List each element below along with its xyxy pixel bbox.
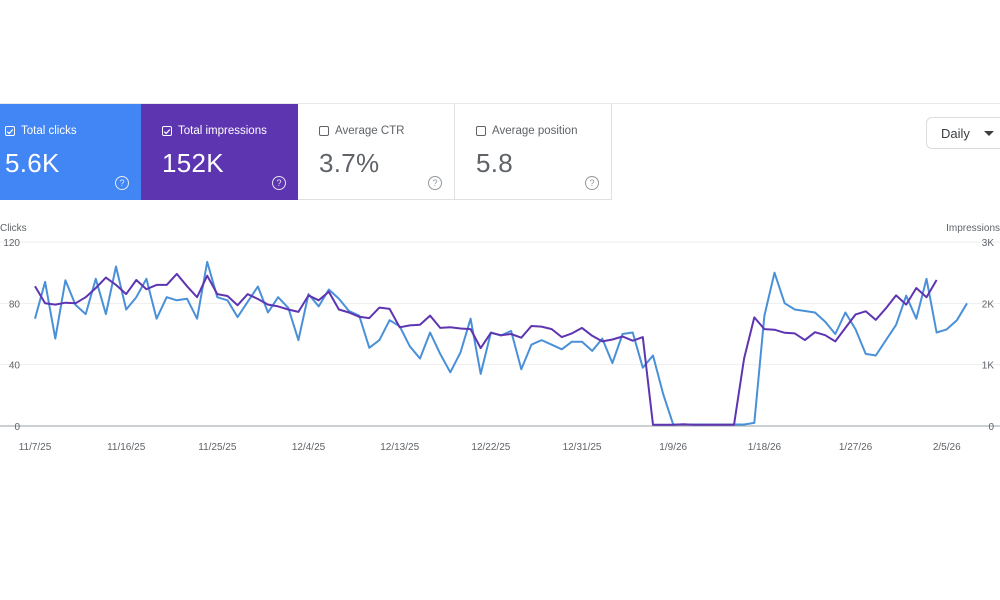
y-left-tick-label: 120 <box>3 238 20 249</box>
performance-chart: Clicks Impressions 0 40 80 120 0 1K 2K 3K 11/7… <box>0 223 1000 453</box>
metric-value: 5.6K <box>5 148 60 178</box>
metric-card-average-position[interactable]: Average position 5.8 ? <box>455 104 612 200</box>
metric-card-average-ctr[interactable]: Average CTR 3.7% ? <box>298 104 455 200</box>
y-axis-right-title: Impressions <box>946 223 1000 234</box>
dropdown-caret-icon <box>983 130 994 136</box>
metric-label: Average position <box>492 125 578 137</box>
series-line-total-clicks <box>34 260 968 426</box>
help-circle-icon[interactable]: ? <box>585 176 599 190</box>
x-tick-label: 2/5/26 <box>933 442 961 453</box>
x-axis-ticks: 11/7/25 11/16/25 11/25/25 12/4/25 12/13/25 12… <box>19 442 961 453</box>
y-left-tick-label: 80 <box>9 299 21 310</box>
help-circle-icon[interactable]: ? <box>272 176 286 190</box>
metric-card-header: Total impressions <box>162 125 267 137</box>
x-tick-label: 12/22/25 <box>471 442 510 453</box>
y-right-tick-label: 2K <box>982 299 995 310</box>
checkbox-unchecked-icon[interactable] <box>476 126 486 136</box>
y-axis-left-ticks: 0 40 80 120 <box>3 238 20 433</box>
metric-card-header: Total clicks <box>5 125 77 137</box>
x-tick-label: 1/9/26 <box>659 442 687 453</box>
x-tick-label: 12/13/25 <box>380 442 419 453</box>
metric-label: Average CTR <box>335 125 405 137</box>
metric-value: 152K <box>162 148 224 178</box>
y-axis-left-title: Clicks <box>0 223 27 234</box>
granularity-dropdown[interactable]: Daily <box>926 117 1000 149</box>
x-tick-label: 1/18/26 <box>748 442 782 453</box>
granularity-label: Daily <box>941 125 970 141</box>
y-right-tick-label: 1K <box>982 361 995 372</box>
series-line-total-impressions <box>34 272 938 426</box>
y-left-tick-label: 40 <box>9 361 21 372</box>
metric-card-header: Average CTR <box>319 125 404 137</box>
x-tick-label: 11/25/25 <box>198 442 237 453</box>
checkbox-checked-icon[interactable] <box>162 126 172 136</box>
x-tick-label: 11/16/25 <box>107 442 146 453</box>
metric-cards: Total clicks 5.6K ? Total impressions 15… <box>0 104 612 200</box>
checkbox-checked-icon[interactable] <box>5 126 15 136</box>
metric-value: 5.8 <box>476 148 514 178</box>
checkbox-unchecked-icon[interactable] <box>319 126 329 136</box>
help-circle-icon[interactable]: ? <box>115 176 129 190</box>
x-tick-label: 11/7/25 <box>19 442 52 453</box>
help-circle-icon[interactable]: ? <box>428 176 442 190</box>
x-tick-label: 12/31/25 <box>563 442 602 453</box>
y-right-tick-label: 0 <box>988 422 994 433</box>
metric-card-total-impressions[interactable]: Total impressions 152K ? <box>141 104 298 200</box>
metric-card-header: Average position <box>476 125 577 137</box>
y-axis-right-ticks: 0 1K 2K 3K <box>982 238 995 433</box>
chart-series <box>34 260 968 426</box>
metric-label: Total clicks <box>21 125 77 137</box>
y-left-tick-label: 0 <box>14 422 20 433</box>
chart-gridlines <box>0 241 1000 427</box>
metric-value: 3.7% <box>319 148 380 178</box>
y-right-tick-label: 3K <box>982 238 995 249</box>
x-tick-label: 12/4/25 <box>292 442 326 453</box>
metric-label: Total impressions <box>178 125 267 137</box>
x-tick-label: 1/27/26 <box>839 442 873 453</box>
top-divider <box>0 103 1000 104</box>
metric-card-total-clicks[interactable]: Total clicks 5.6K ? <box>0 104 141 200</box>
